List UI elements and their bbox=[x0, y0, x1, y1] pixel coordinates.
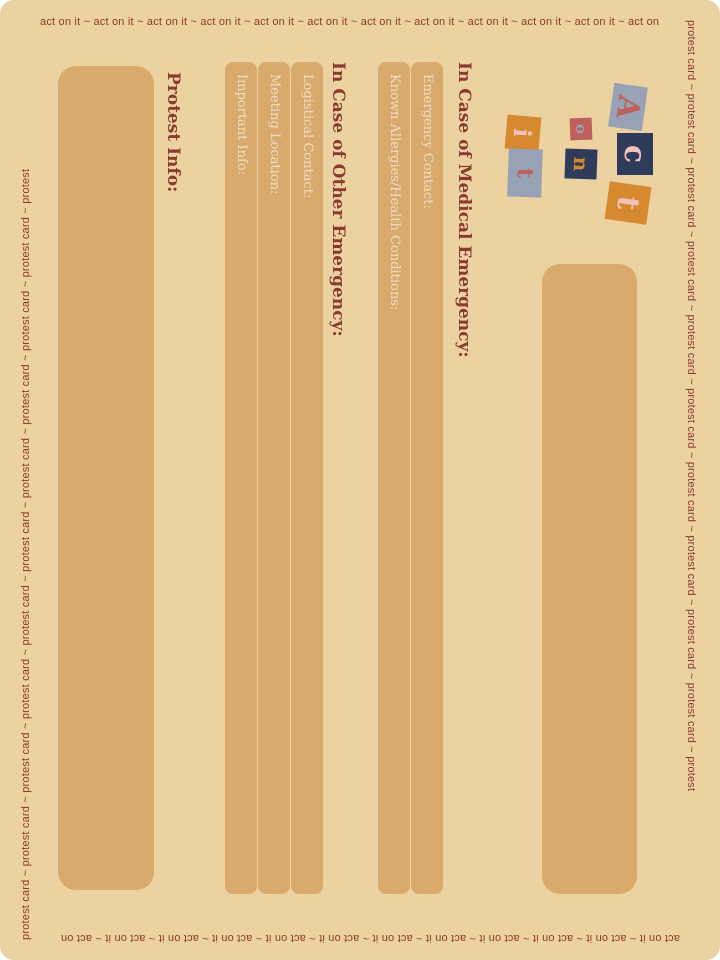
photo-panel bbox=[542, 264, 637, 894]
meeting-location-label: Meeting Location: bbox=[267, 74, 282, 195]
border-text-top: act on it ~ act on it ~ act on it ~ act … bbox=[40, 16, 660, 28]
logo-tile-o: o bbox=[569, 117, 593, 141]
meeting-location-field[interactable] bbox=[258, 62, 290, 894]
logo-tile-t2: t bbox=[507, 148, 543, 198]
border-text-bottom: act on it ~ act on it ~ act on it ~ act … bbox=[60, 932, 680, 944]
logo-tile-a: A bbox=[608, 82, 648, 132]
logo-tile-t: t bbox=[604, 181, 652, 225]
logo-tile-i: i bbox=[504, 114, 542, 152]
allergies-label: Known Allergies/Health Conditions: bbox=[387, 74, 402, 311]
logo-tile-n: n bbox=[564, 148, 598, 180]
emergency-contact-label: Emergency Contact: bbox=[420, 74, 435, 209]
allergies-field[interactable] bbox=[378, 62, 410, 894]
important-info-field[interactable] bbox=[225, 62, 257, 894]
protest-info-panel[interactable] bbox=[58, 66, 154, 890]
border-text-right: protest card ~ protest card ~ protest ca… bbox=[685, 20, 697, 792]
border-text-left: protest card ~ protest card ~ protest ca… bbox=[20, 168, 32, 940]
other-emergency-heading: In Case of Other Emergency: bbox=[328, 62, 348, 337]
medical-emergency-heading: In Case of Medical Emergency: bbox=[454, 62, 474, 358]
logo-tile-c: c bbox=[617, 133, 653, 175]
logistical-contact-field[interactable] bbox=[291, 62, 323, 894]
important-info-label: Important Info: bbox=[234, 74, 249, 176]
protest-info-heading: Protest Info: bbox=[163, 72, 183, 193]
logistical-contact-label: Logistical Contact: bbox=[300, 74, 315, 199]
emergency-contact-field[interactable] bbox=[411, 62, 443, 894]
